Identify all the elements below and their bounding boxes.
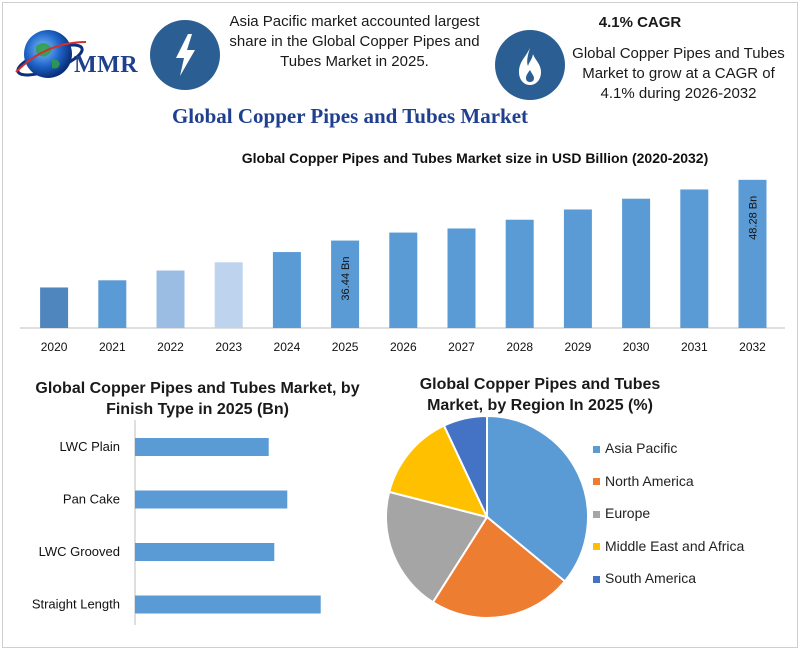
bar-lwc-plain — [135, 438, 269, 456]
pie-slice-middle-east-and-africa — [387, 424, 489, 519]
data-label-2032: 48.28 Bn — [748, 196, 760, 240]
x-tick-2023: 2023 — [215, 340, 242, 354]
y-tick-straight-length: Straight Length — [32, 597, 120, 612]
legend-item-middle-east-and-africa: Middle East and Africa — [593, 538, 793, 571]
bar-2028 — [505, 219, 534, 328]
region-pie-chart — [385, 414, 589, 619]
bar-2030 — [622, 198, 651, 328]
legend-item-asia-pacific: Asia Pacific — [593, 440, 793, 473]
bar-2031 — [680, 189, 709, 328]
y-tick-lwc-grooved: LWC Grooved — [39, 544, 120, 559]
logo-text: MMR — [74, 52, 139, 78]
x-tick-2031: 2031 — [681, 340, 708, 354]
globe-icon — [15, 30, 87, 78]
bar-2025 — [331, 240, 360, 328]
x-tick-2024: 2024 — [274, 340, 301, 354]
bar-2026 — [389, 232, 418, 328]
legend-label: North America — [605, 472, 694, 489]
bar-pan-cake — [135, 490, 288, 509]
legend-label: South America — [605, 570, 697, 586]
x-tick-2028: 2028 — [506, 340, 533, 354]
bar-2032 — [738, 179, 767, 328]
legend-swatch — [593, 510, 600, 518]
pie-slice-north-america — [431, 515, 567, 619]
legend-swatch — [593, 575, 600, 583]
flame-icon — [495, 30, 565, 100]
bar-2024 — [272, 252, 301, 328]
x-tick-2022: 2022 — [157, 340, 184, 354]
lightning-icon — [150, 20, 220, 90]
bar-straight-length — [135, 595, 321, 614]
bar-lwc-grooved — [135, 543, 275, 561]
main-title: Global Copper Pipes and Tubes Market — [171, 104, 529, 128]
bar-2021 — [98, 280, 127, 328]
x-tick-2020: 2020 — [41, 340, 68, 354]
market-size-chart-title: Global Copper Pipes and Tubes Market siz… — [241, 150, 709, 166]
legend-label: Europe — [605, 505, 651, 521]
data-label-2025: 36.44 Bn — [340, 257, 352, 301]
legend-swatch — [593, 478, 600, 486]
legend-item-north-america: North America — [593, 473, 793, 506]
legend-label: Middle East and Africa — [605, 537, 745, 554]
pie-slice-europe — [385, 490, 489, 604]
legend-swatch — [593, 543, 600, 551]
x-tick-2032: 2032 — [739, 340, 766, 354]
x-tick-2025: 2025 — [332, 340, 359, 354]
legend-item-europe: Europe — [593, 505, 793, 538]
x-tick-2027: 2027 — [448, 340, 475, 354]
x-tick-2029: 2029 — [565, 340, 592, 354]
x-tick-2021: 2021 — [99, 340, 126, 354]
region-chart-title: Global Copper Pipes and Tubes Market, by… — [419, 376, 661, 414]
bar-2020 — [40, 287, 69, 328]
x-tick-2030: 2030 — [623, 340, 650, 354]
bar-2029 — [563, 209, 592, 328]
y-tick-lwc-plain: LWC Plain — [60, 439, 120, 454]
bar-2022 — [156, 270, 185, 328]
pie-slice-south-america — [442, 414, 488, 518]
bar-2027 — [447, 228, 476, 328]
legend-item-south-america: South America — [593, 570, 793, 603]
y-tick-pan-cake: Pan Cake — [63, 492, 120, 507]
legend-label: Asia Pacific — [605, 440, 678, 456]
cagr-title: 4.1% CAGR — [598, 14, 682, 31]
finish-type-bar-chart: LWC Plain Pan Cake LWC Grooved Straight Len… — [32, 420, 321, 625]
region-legend: Asia Pacific North America Europe Middle Ea… — [593, 440, 793, 603]
mmr-logo: MMR — [10, 20, 145, 90]
asia-pacific-note: Asia Pacific market accounted largest sh… — [229, 13, 480, 70]
legend-swatch — [593, 445, 600, 453]
bar-2023 — [214, 262, 243, 328]
finish-type-chart-title: Global Copper Pipes and Tubes Market, by… — [35, 380, 360, 418]
cagr-note: Global Copper Pipes and Tubes Market to … — [572, 45, 785, 102]
market-size-bar-chart: 2020 2021 2022 2023 2024 2025 36.44 Bn 2026 2027… — [20, 179, 785, 354]
pie-slice-asia-pacific — [486, 414, 589, 583]
x-tick-2026: 2026 — [390, 340, 417, 354]
